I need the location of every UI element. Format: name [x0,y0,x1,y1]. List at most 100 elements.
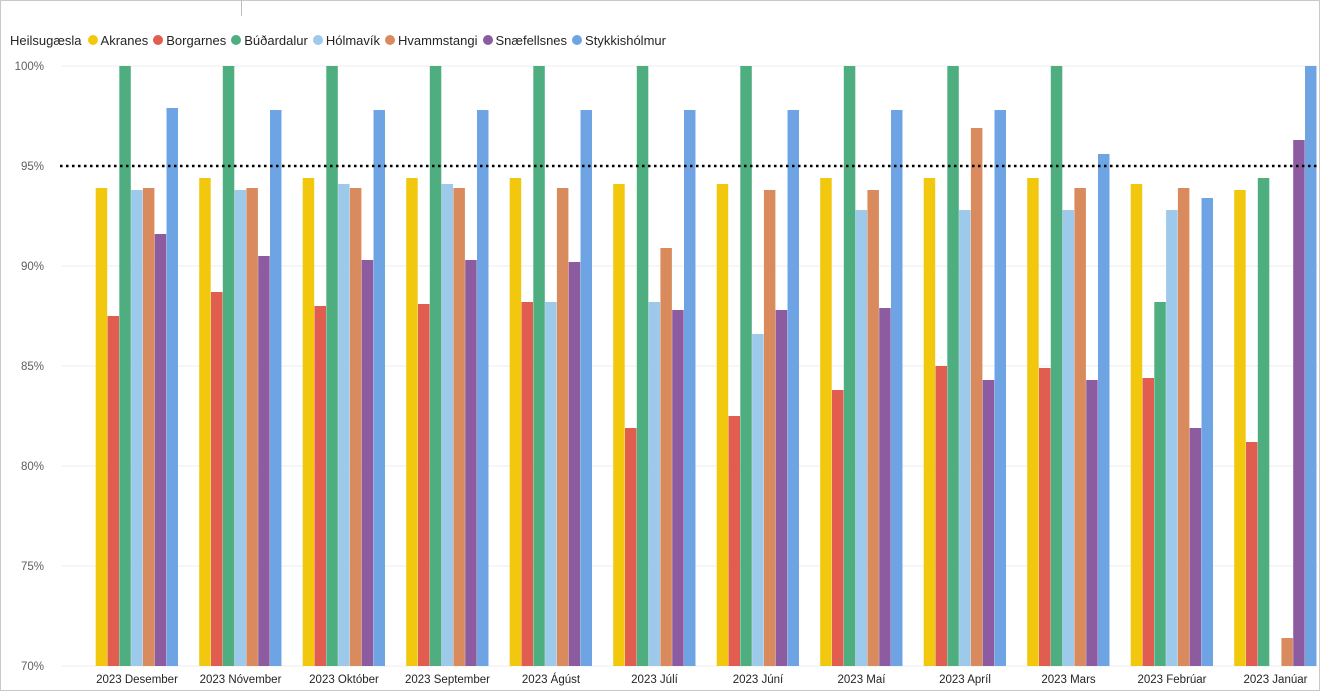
y-tick-label: 85% [21,361,44,373]
x-tick-label: 2023 Nóvember [200,674,282,686]
bar-1-2 [222,66,235,666]
legend-title: Heilsugæsla [10,32,82,48]
x-tick-label: 2023 Október [309,674,379,686]
bar-9-5 [1086,380,1098,666]
bar-3-6 [477,110,489,666]
bar-6-1 [728,416,740,666]
bar-9-4 [1074,188,1086,666]
bar-7-4 [867,190,879,666]
legend-marker-icon [312,35,323,45]
bar-8-2 [947,66,959,666]
bar-0-5 [154,234,167,666]
bar-3-4 [453,188,465,666]
bar-9-3 [1062,210,1075,666]
bar-0-3 [131,190,143,666]
x-tick-label: 2023 Janúar [1244,674,1308,686]
x-tick-label: 2023 Ágúst [522,673,581,686]
bar-2-5 [361,260,374,666]
legend-label: Borgarnes [166,32,227,48]
bar-7-5 [879,308,891,666]
bar-4-5 [568,262,581,666]
bar-11-4 [1281,638,1293,666]
bar-9-2 [1050,66,1063,666]
bar-2-2 [326,66,338,666]
bar-2-0 [302,178,315,666]
bar-0-6 [166,108,178,666]
bar-1-4 [246,188,258,666]
y-tick-label: 95% [21,161,44,173]
bar-3-2 [429,66,442,666]
legend-item-5[interactable]: Snæfellsnes [482,32,568,48]
legend-item-4[interactable]: Hvammstangi [385,32,478,48]
legend-item-1[interactable]: Borgarnes [153,33,226,48]
x-tick-label: 2023 September [405,674,490,686]
bar-4-4 [556,188,569,666]
bar-3-1 [418,304,430,666]
bar-6-2 [740,66,752,666]
bar-7-0 [820,178,832,666]
bar-8-1 [935,366,947,666]
bar-2-4 [349,188,362,666]
bar-3-5 [465,260,477,666]
bar-4-3 [545,302,557,666]
legend-item-0[interactable]: Akranes [87,33,148,48]
bar-3-0 [406,178,418,666]
bar-10-6 [1201,198,1213,666]
bar-7-3 [855,210,868,666]
y-tick-label: 75% [21,561,44,573]
bar-10-3 [1166,210,1178,666]
bar-8-5 [982,380,995,666]
bar-0-2 [119,66,131,666]
resize-handle[interactable] [241,0,242,16]
y-tick-label: 80% [21,461,44,473]
legend-label: Stykkishólmur [585,32,666,48]
bar-1-0 [199,178,211,666]
bar-9-0 [1027,178,1039,666]
bar-2-3 [338,184,350,666]
bar-5-2 [636,66,649,666]
bar-7-6 [891,110,903,666]
bar-11-1 [1246,442,1258,666]
bar-1-3 [234,190,247,666]
bar-8-0 [923,178,936,666]
legend-item-3[interactable]: Hólmavík [312,32,381,48]
legend-label: Snæfellsnes [495,32,568,48]
bar-4-1 [521,302,533,666]
chart-legend: Heilsugæsla Akranes Borgarnes Búðardalur Hó… [10,31,671,49]
bar-6-0 [716,184,729,666]
y-tick-label: 90% [21,261,44,273]
legend-item-6[interactable]: Stykkishólmur [572,33,666,48]
bar-8-4 [970,128,983,666]
bar-4-2 [533,66,545,666]
x-tick-label: 2023 Apríl [939,674,991,686]
bar-6-3 [752,334,764,666]
bar-6-5 [775,310,788,666]
legend-items: Akranes Borgarnes Búðardalur Hólmavík Hvamms… [87,32,671,48]
bar-1-1 [211,292,223,666]
bar-5-1 [625,428,637,666]
bar-5-4 [660,248,672,666]
x-tick-label: 2023 Desember [96,674,178,686]
bar-0-4 [142,188,155,666]
legend-item-2[interactable]: Búðardalur [231,33,308,48]
legend-label: Búðardalur [244,32,308,48]
legend-label: Hvammstangi [398,32,478,48]
bar-8-6 [994,110,1006,666]
bar-1-6 [270,110,282,666]
bar-0-0 [95,188,108,666]
bar-5-3 [648,302,661,666]
legend-marker-icon [153,35,164,45]
bar-3-3 [441,184,454,666]
bar-5-5 [672,310,684,666]
legend-marker-icon [482,35,493,45]
bar-7-2 [843,66,856,666]
bar-11-6 [1305,66,1317,666]
bar-5-6 [684,110,696,666]
legend-label: Hólmavík [325,32,381,48]
bar-2-6 [373,110,385,666]
bar-10-5 [1189,428,1202,666]
bar-10-2 [1154,302,1166,666]
bar-11-2 [1257,178,1270,666]
bar-10-0 [1130,184,1143,666]
bar-2-1 [314,306,326,666]
